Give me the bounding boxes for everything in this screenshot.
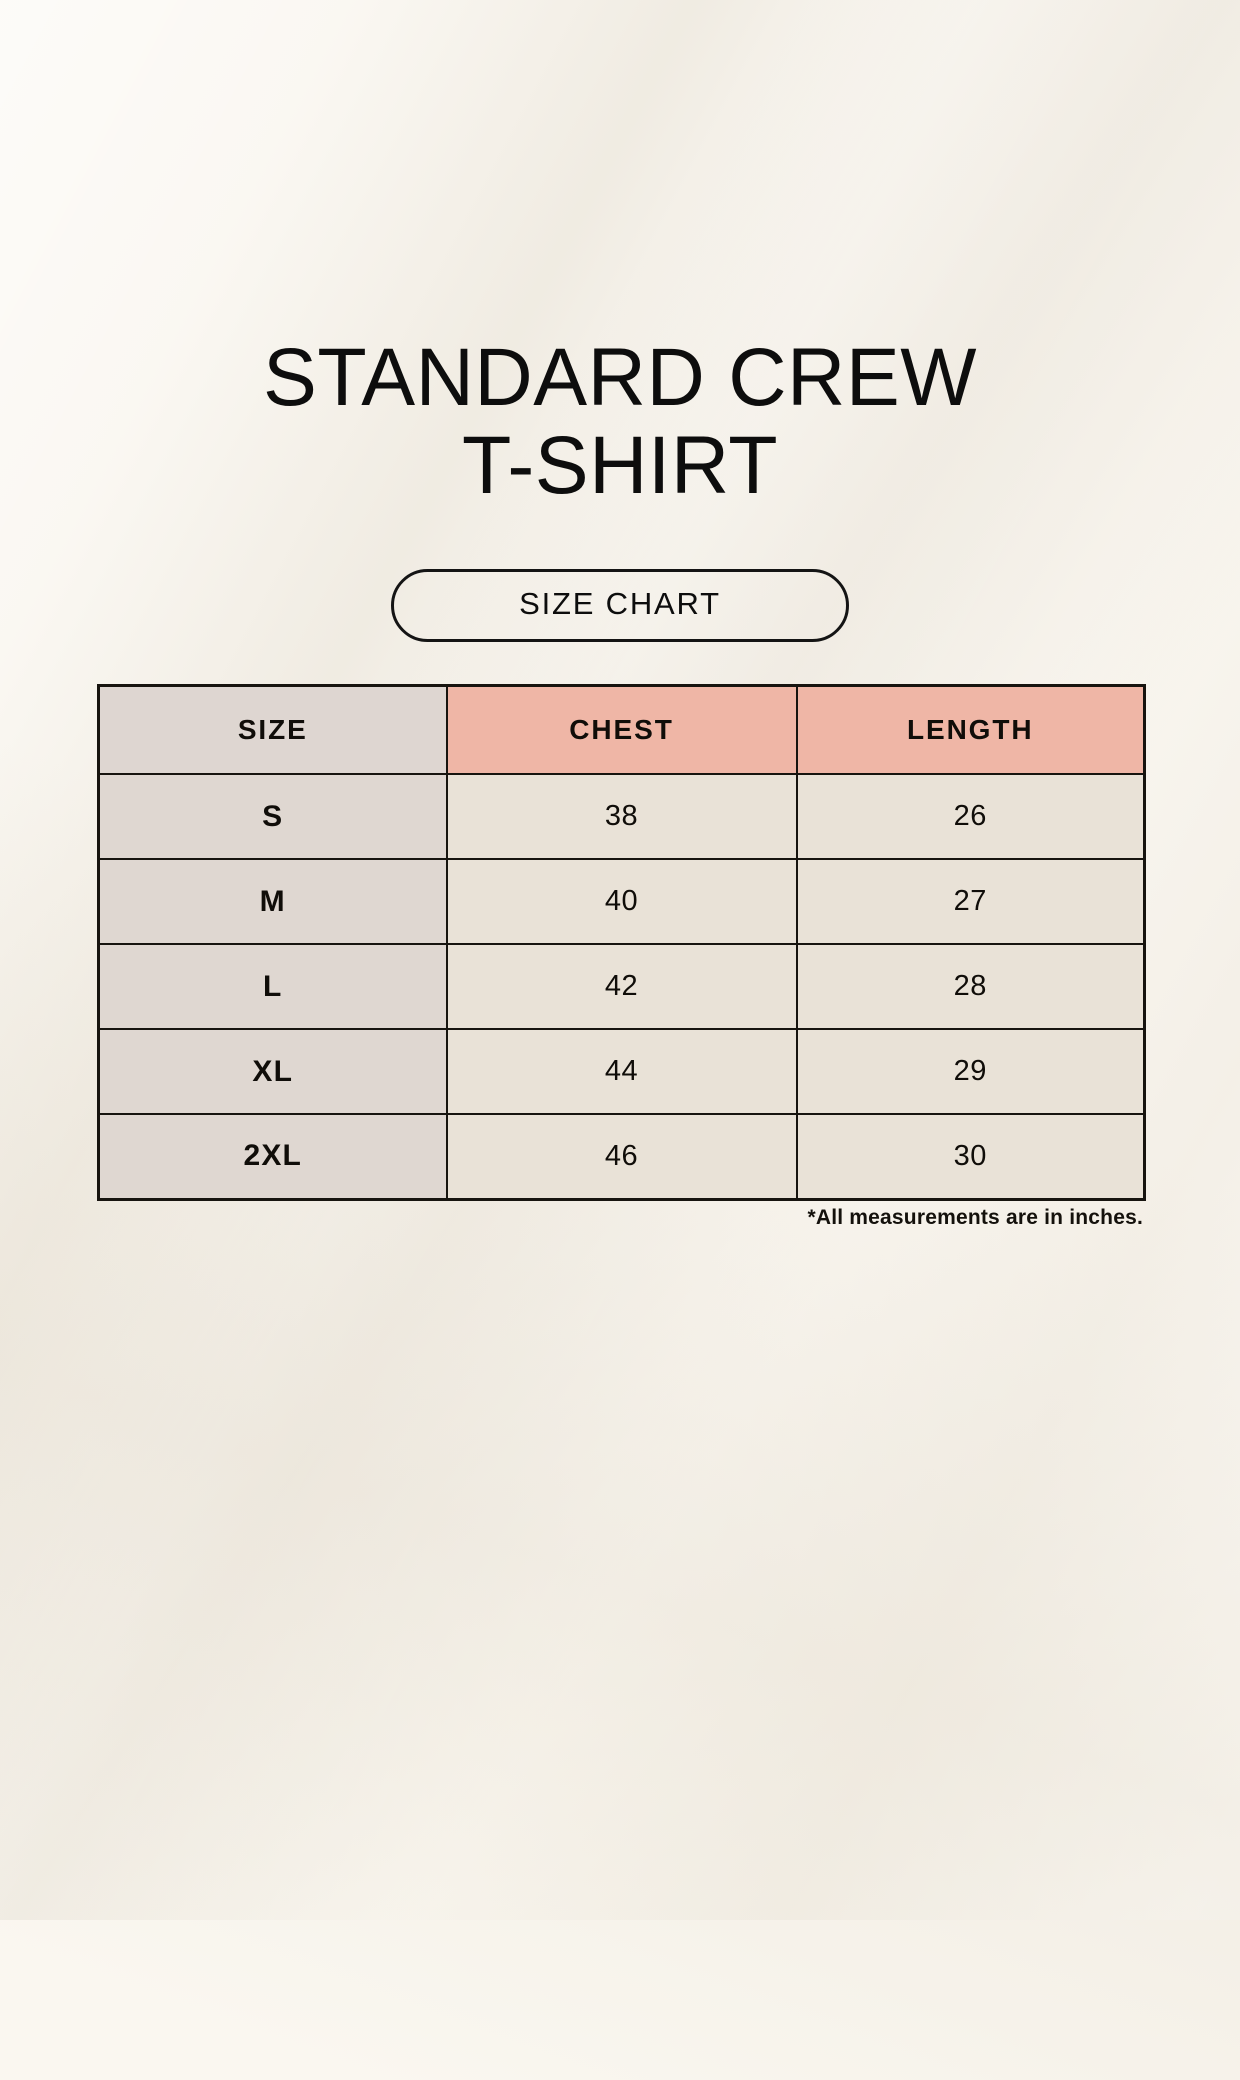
column-header-length: LENGTH (795, 684, 1146, 775)
page-title-line-2: T-SHIRT (461, 420, 779, 511)
cell-length: 28 (795, 943, 1146, 1030)
cell-size: 2XL (97, 1113, 448, 1200)
column-header-size: SIZE (97, 684, 448, 775)
size-chart-table: SIZE CHEST LENGTH S 38 26 M 40 27 L 42 2… (97, 684, 1146, 1201)
cell-length: 26 (795, 773, 1146, 860)
cell-size: L (97, 943, 448, 1030)
cell-length: 30 (795, 1113, 1146, 1200)
table-header-row: SIZE CHEST LENGTH (97, 684, 1146, 775)
size-chart-badge: SIZE CHART (391, 569, 849, 642)
table-row: XL 44 29 (97, 1028, 1146, 1115)
cell-chest: 46 (445, 1113, 798, 1200)
measurement-note: *All measurements are in inches. (807, 1206, 1143, 1229)
badge-container: SIZE CHART (0, 569, 1240, 642)
page-title: STANDARD CREW T-SHIRT (0, 334, 1240, 510)
cell-chest: 38 (445, 773, 798, 860)
cell-chest: 44 (445, 1028, 798, 1115)
cell-chest: 40 (445, 858, 798, 945)
cell-size: M (97, 858, 448, 945)
table-row: 2XL 46 30 (97, 1113, 1146, 1200)
table-row: S 38 26 (97, 773, 1146, 860)
table-row: L 42 28 (97, 943, 1146, 1030)
size-chart-page: STANDARD CREW T-SHIRT SIZE CHART SIZE CH… (0, 334, 1240, 1229)
table-body: S 38 26 M 40 27 L 42 28 XL 44 29 2XL 46 (97, 773, 1146, 1200)
cell-length: 29 (795, 1028, 1146, 1115)
cell-length: 27 (795, 858, 1146, 945)
table-header: SIZE CHEST LENGTH (97, 684, 1146, 775)
cell-chest: 42 (445, 943, 798, 1030)
column-header-chest: CHEST (445, 684, 798, 775)
cell-size: XL (97, 1028, 448, 1115)
table-row: M 40 27 (97, 858, 1146, 945)
page-title-line-1: STANDARD CREW (263, 332, 977, 423)
cell-size: S (97, 773, 448, 860)
